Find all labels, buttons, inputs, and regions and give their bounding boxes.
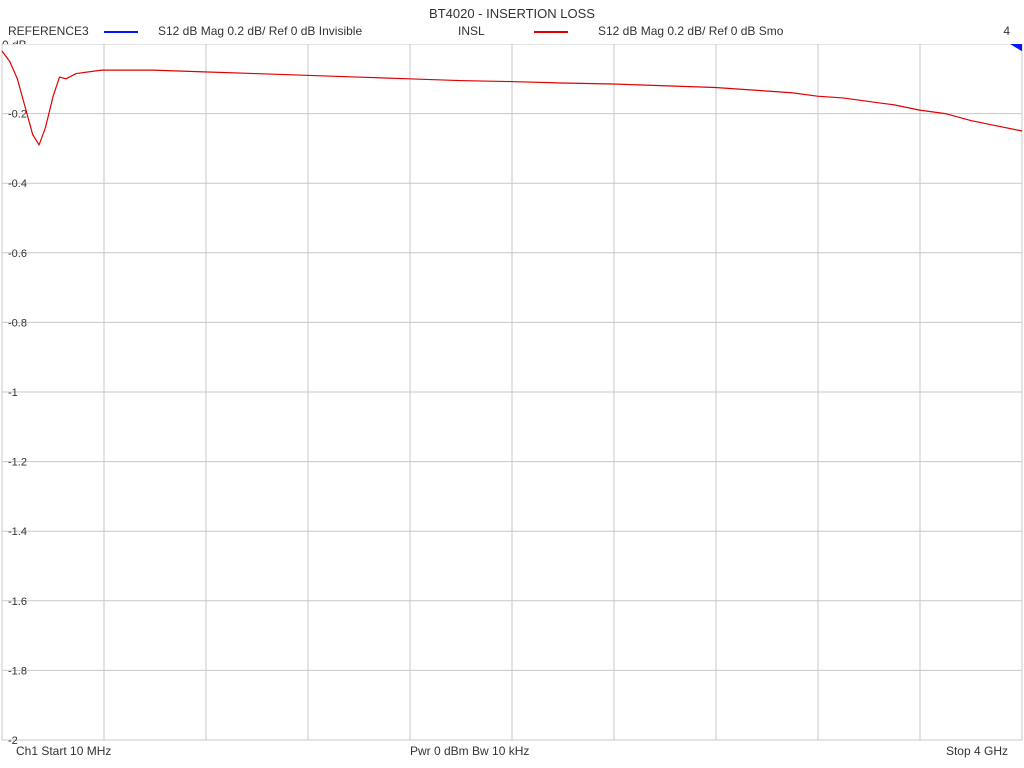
legend-ref-swatch <box>98 24 144 38</box>
footer-stop: Stop 4 GHz <box>946 744 1008 758</box>
legend-row: REFERENCE3 S12 dB Mag 0.2 dB/ Ref 0 dB I… <box>8 24 1016 40</box>
y-tick-label: -1 <box>8 387 18 399</box>
y-tick-label: -0.8 <box>8 317 27 329</box>
y-tick-label: -1.8 <box>8 665 27 677</box>
legend-ref-swatch-line <box>104 31 138 33</box>
legend-meas-text: S12 dB Mag 0.2 dB/ Ref 0 dB Smo <box>598 24 783 38</box>
footer-center: Pwr 0 dBm Bw 10 kHz <box>410 744 529 758</box>
y-tick-label: -0.4 <box>8 178 27 190</box>
legend-meas-swatch <box>528 24 574 38</box>
y-tick-label: -0.6 <box>8 248 27 260</box>
plot-svg: -0.2-0.4-0.6-0.8-1-1.2-1.4-1.6-1.8-2 <box>0 44 1024 768</box>
legend-meas-name: INSL <box>458 24 485 38</box>
y-tick-label: -0.2 <box>8 109 27 121</box>
plot-area: -0.2-0.4-0.6-0.8-1-1.2-1.4-1.6-1.8-2 <box>0 44 1024 744</box>
y-tick-label: -1.4 <box>8 526 27 538</box>
legend-meas-swatch-line <box>534 31 568 33</box>
marker-number: 4 <box>1003 24 1010 38</box>
footer-start: Ch1 Start 10 MHz <box>16 744 111 758</box>
legend-ref-name: REFERENCE3 <box>8 24 89 38</box>
chart-title: BT4020 - INSERTION LOSS <box>0 6 1024 21</box>
y-tick-label: -1.6 <box>8 596 27 608</box>
legend-ref-text: S12 dB Mag 0.2 dB/ Ref 0 dB Invisible <box>158 24 362 38</box>
y-tick-label: -1.2 <box>8 457 27 469</box>
footer-row: Ch1 Start 10 MHz Pwr 0 dBm Bw 10 kHz Sto… <box>0 744 1024 762</box>
